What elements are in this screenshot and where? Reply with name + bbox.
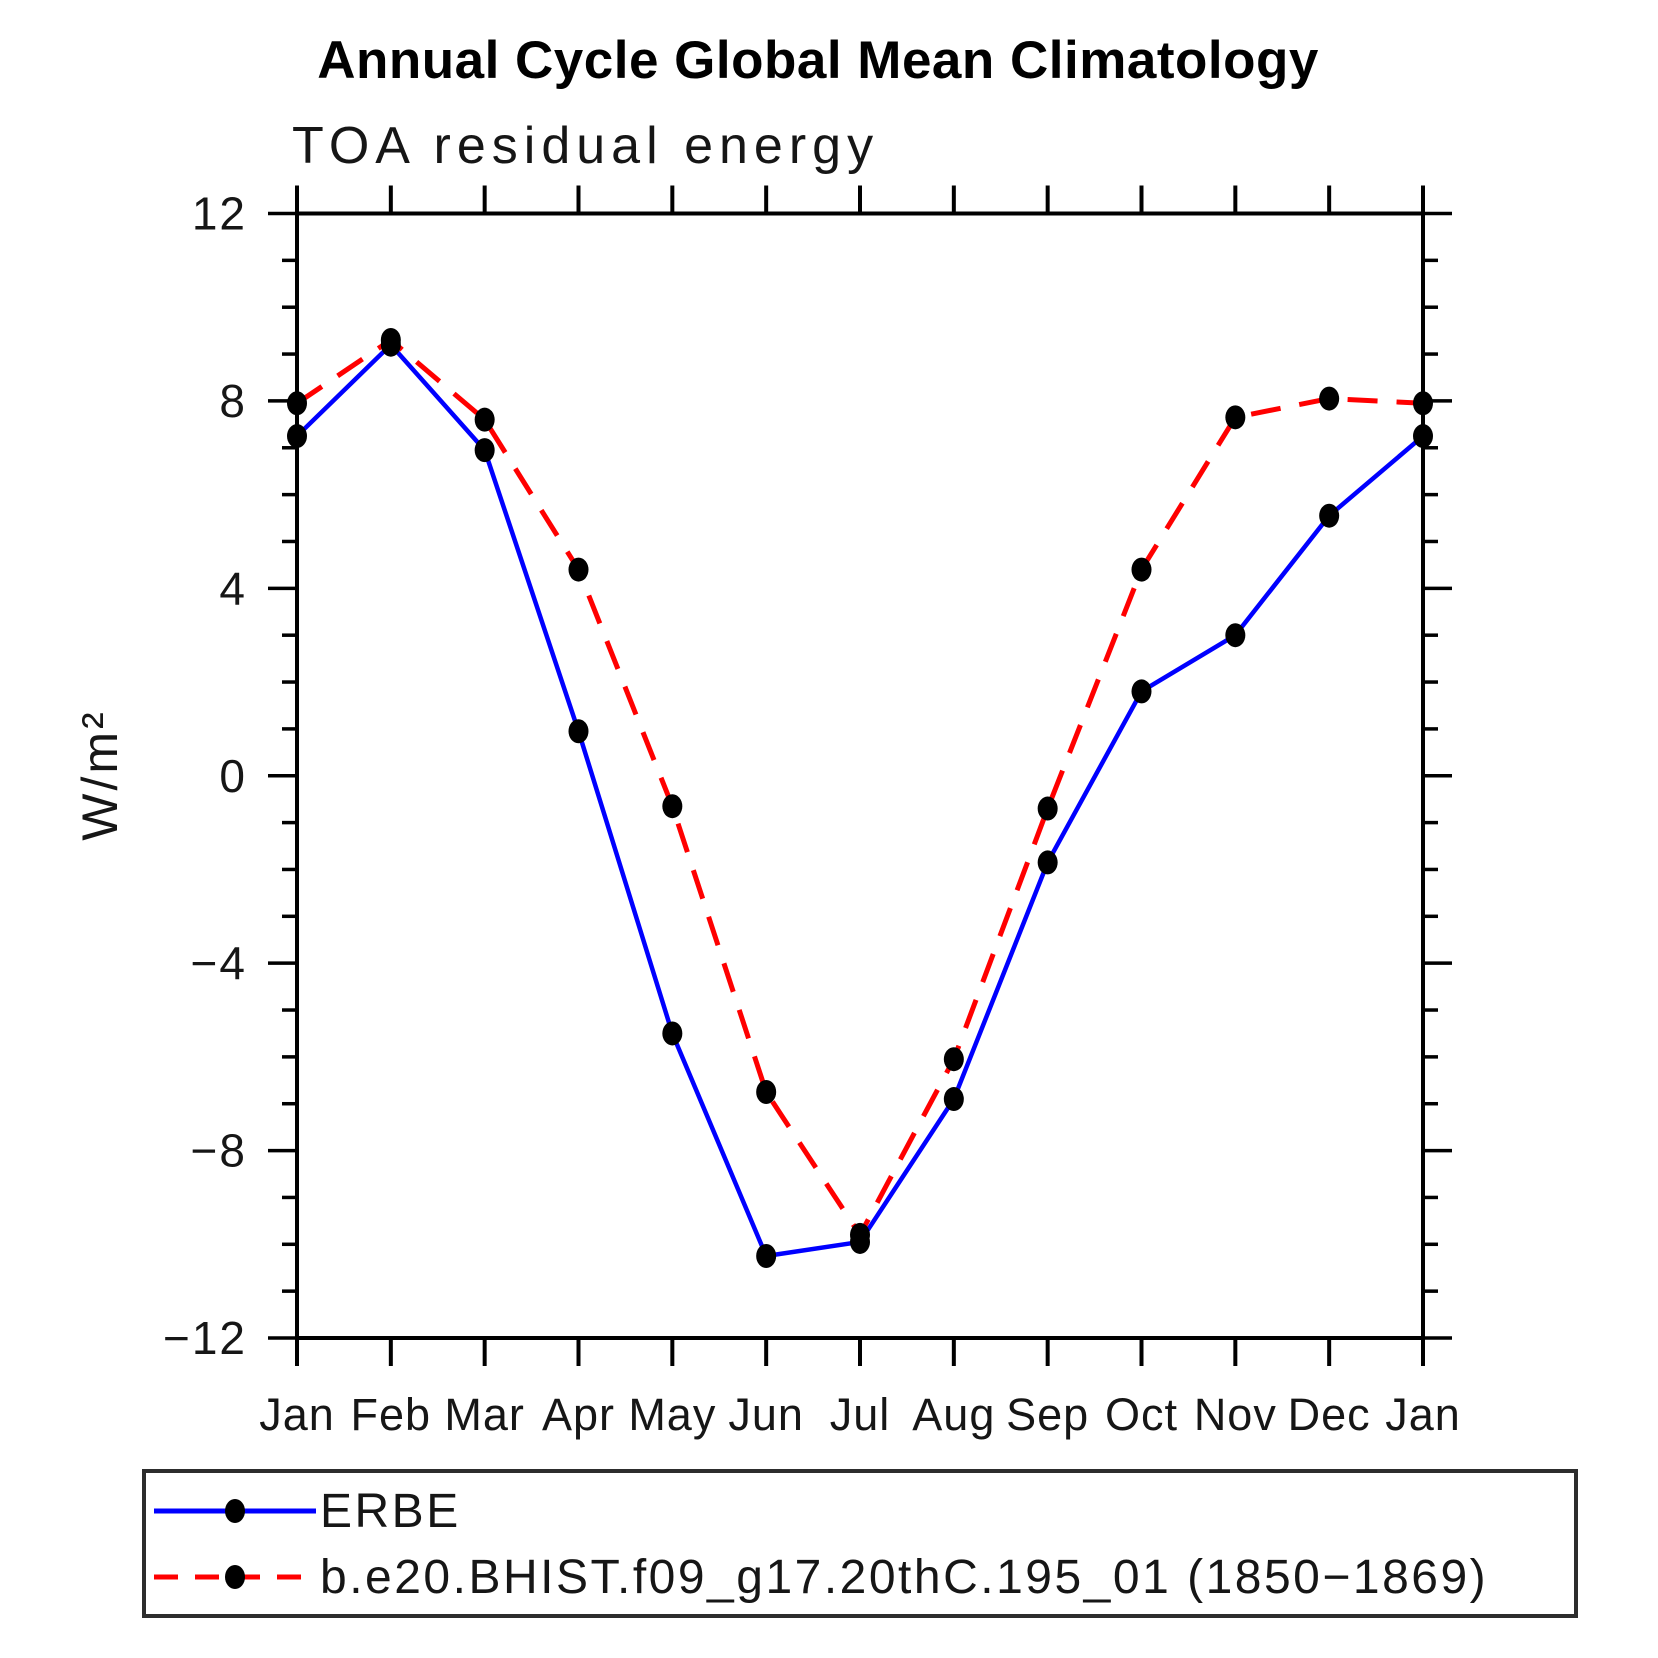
data-marker-erbe bbox=[1319, 503, 1340, 528]
data-marker-erbe bbox=[1225, 623, 1246, 648]
data-marker-erbe bbox=[287, 424, 307, 449]
legend-entry-model: b.e20.BHIST.f09_g17.20thC.195_01 (1850−1… bbox=[148, 1547, 1488, 1607]
legend-swatch-erbe bbox=[154, 1499, 316, 1523]
x-tick-label: Nov bbox=[1194, 1389, 1277, 1440]
x-tick-label: Oct bbox=[1105, 1389, 1178, 1440]
x-tick-label: Aug bbox=[912, 1389, 995, 1440]
series-line-model bbox=[295, 337, 1424, 1238]
data-marker-erbe bbox=[756, 1244, 777, 1269]
data-marker-model bbox=[1131, 557, 1152, 582]
legend-marker-dot bbox=[225, 1499, 245, 1523]
chart-title: Annual Cycle Global Mean Climatology bbox=[317, 31, 1319, 90]
y-tick-label: −4 bbox=[191, 937, 247, 989]
data-marker-model bbox=[662, 794, 683, 819]
data-marker-erbe bbox=[1131, 679, 1152, 704]
x-tick-label: Mar bbox=[444, 1389, 525, 1440]
data-marker-erbe bbox=[943, 1087, 964, 1112]
y-tick-label: −8 bbox=[191, 1125, 247, 1177]
x-tick-label: Jan bbox=[1385, 1389, 1461, 1440]
legend-label-model: b.e20.BHIST.f09_g17.20thC.195_01 (1850−1… bbox=[320, 1550, 1489, 1604]
x-tick-label: Sep bbox=[1006, 1389, 1089, 1440]
data-marker-erbe bbox=[662, 1021, 683, 1046]
data-marker-model bbox=[756, 1080, 777, 1105]
data-marker-model bbox=[1413, 391, 1433, 416]
series-line-erbe bbox=[295, 342, 1425, 1259]
y-tick-label: −12 bbox=[163, 1312, 247, 1364]
x-tick-label: Feb bbox=[351, 1389, 432, 1440]
data-marker-erbe bbox=[474, 438, 495, 463]
x-tick-label: May bbox=[628, 1389, 716, 1440]
data-marker-model bbox=[850, 1222, 870, 1247]
data-marker-erbe bbox=[568, 719, 589, 744]
data-marker-erbe bbox=[1413, 424, 1433, 449]
chart-subtitle: TOA residual energy bbox=[292, 117, 880, 175]
data-marker-model bbox=[943, 1047, 964, 1072]
legend-label-erbe: ERBE bbox=[320, 1484, 461, 1538]
data-marker-model bbox=[474, 407, 495, 432]
data-marker-model bbox=[380, 328, 401, 353]
y-tick-label: 0 bbox=[219, 750, 247, 802]
data-marker-erbe bbox=[1037, 850, 1058, 875]
y-tick-label: 12 bbox=[192, 188, 247, 240]
data-marker-model bbox=[1225, 405, 1246, 430]
x-tick-label: Jun bbox=[728, 1389, 804, 1440]
legend-marker-dot bbox=[225, 1565, 245, 1589]
data-marker-model bbox=[1319, 386, 1340, 411]
x-tick-label: Jul bbox=[830, 1389, 891, 1440]
x-tick-label: Jan bbox=[259, 1389, 335, 1440]
legend-entry-erbe: ERBE bbox=[148, 1481, 461, 1541]
x-tick-label: Apr bbox=[542, 1389, 615, 1440]
axis-frame bbox=[295, 211, 1425, 1340]
y-tick-label: 8 bbox=[219, 375, 247, 427]
data-marker-model bbox=[568, 557, 589, 582]
data-marker-model bbox=[287, 391, 307, 416]
legend-swatch-model bbox=[154, 1565, 316, 1589]
y-tick-label: 4 bbox=[219, 562, 247, 614]
legend-box: ERBE b.e20.BHIST.f09_g17.20thC.195_01 (1… bbox=[142, 1469, 1578, 1618]
data-marker-model bbox=[1037, 796, 1058, 821]
x-tick-label: Dec bbox=[1288, 1389, 1371, 1440]
